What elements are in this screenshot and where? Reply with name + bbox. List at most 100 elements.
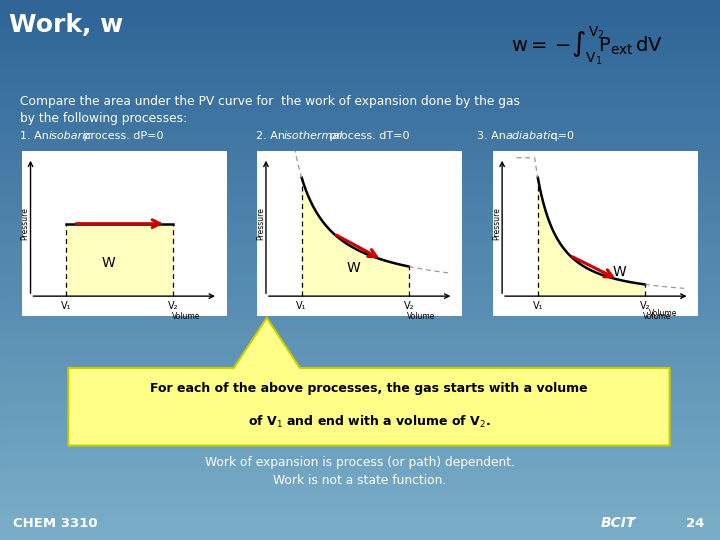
Bar — [0, 316, 720, 319]
Bar — [0, 302, 720, 305]
Text: isothermal: isothermal — [284, 131, 343, 141]
Bar — [0, 105, 720, 108]
Bar — [0, 308, 720, 310]
Text: For each of the above processes, the gas starts with a volume: For each of the above processes, the gas… — [150, 382, 588, 395]
Text: Work is not a state function.: Work is not a state function. — [274, 474, 446, 487]
Bar — [0, 81, 720, 84]
Bar — [0, 427, 720, 429]
Bar — [0, 35, 720, 38]
Bar — [0, 435, 720, 437]
Bar — [0, 446, 720, 448]
Bar — [0, 494, 720, 497]
Bar — [0, 51, 720, 54]
Bar — [0, 103, 720, 105]
Bar — [0, 256, 720, 259]
Bar — [0, 537, 720, 540]
Bar — [0, 310, 720, 313]
Bar — [0, 410, 720, 413]
Bar — [0, 78, 720, 81]
Bar — [0, 462, 720, 464]
Bar — [0, 11, 720, 14]
Bar — [0, 265, 720, 267]
Bar — [0, 437, 720, 440]
Bar — [0, 370, 720, 373]
Bar — [0, 340, 720, 343]
Bar — [0, 367, 720, 370]
Bar — [0, 305, 720, 308]
Text: of V$_1$ and end with a volume of V$_2$.: of V$_1$ and end with a volume of V$_2$. — [248, 414, 490, 430]
Bar — [0, 459, 720, 462]
Bar — [0, 443, 720, 445]
Bar — [0, 184, 720, 186]
Bar — [0, 416, 720, 418]
Bar — [0, 292, 720, 294]
Bar — [0, 254, 720, 256]
Bar — [0, 478, 720, 481]
Bar — [0, 529, 720, 532]
Bar — [0, 413, 720, 416]
Bar — [0, 116, 720, 119]
Bar — [0, 119, 720, 122]
Text: by the following processes:: by the following processes: — [20, 112, 187, 125]
Bar — [0, 68, 720, 70]
Text: CHEM 3310: CHEM 3310 — [13, 517, 98, 530]
Bar — [0, 454, 720, 456]
Bar — [0, 297, 720, 300]
Bar — [0, 472, 720, 475]
Bar — [0, 483, 720, 486]
Bar — [0, 338, 720, 340]
Bar — [0, 111, 720, 113]
Bar — [0, 165, 720, 167]
Text: BCIT: BCIT — [601, 516, 636, 530]
Bar — [0, 176, 720, 178]
Text: process. dP=0: process. dP=0 — [80, 131, 163, 141]
Bar — [0, 94, 720, 97]
Bar — [0, 130, 720, 132]
Bar — [0, 364, 720, 367]
Bar — [0, 359, 720, 362]
Bar — [0, 270, 720, 273]
Text: 3. An: 3. An — [477, 131, 510, 141]
Bar — [0, 16, 720, 19]
Bar — [0, 392, 720, 394]
Bar — [0, 49, 720, 51]
Bar — [0, 405, 720, 408]
Bar — [0, 373, 720, 375]
Bar — [0, 167, 720, 170]
Text: 1. An: 1. An — [20, 131, 53, 141]
Bar — [0, 300, 720, 302]
Polygon shape — [66, 224, 174, 296]
Bar — [0, 43, 720, 46]
Text: Pressure: Pressure — [21, 207, 30, 240]
Bar — [0, 375, 720, 378]
Text: V₁: V₁ — [533, 301, 543, 312]
Bar — [0, 321, 720, 324]
Bar — [0, 521, 720, 524]
Bar — [0, 76, 720, 78]
Bar — [0, 186, 720, 189]
Bar — [0, 62, 720, 65]
Bar — [0, 278, 720, 281]
Bar — [0, 518, 720, 521]
Bar — [0, 97, 720, 100]
Bar — [0, 159, 720, 162]
Bar — [0, 491, 720, 494]
Bar — [0, 262, 720, 265]
Bar — [0, 378, 720, 381]
Bar — [0, 235, 720, 238]
Text: W: W — [613, 265, 626, 279]
Bar — [0, 489, 720, 491]
Bar — [0, 19, 720, 22]
Bar — [0, 286, 720, 289]
Text: V₁: V₁ — [61, 301, 71, 312]
Bar — [0, 383, 720, 386]
Bar — [0, 470, 720, 472]
Bar — [0, 424, 720, 427]
Bar — [0, 343, 720, 346]
Text: V₂: V₂ — [168, 301, 179, 312]
Bar — [0, 5, 720, 8]
Text: V₂: V₂ — [403, 301, 414, 312]
Polygon shape — [68, 318, 670, 446]
Bar — [0, 421, 720, 424]
Bar — [0, 432, 720, 435]
